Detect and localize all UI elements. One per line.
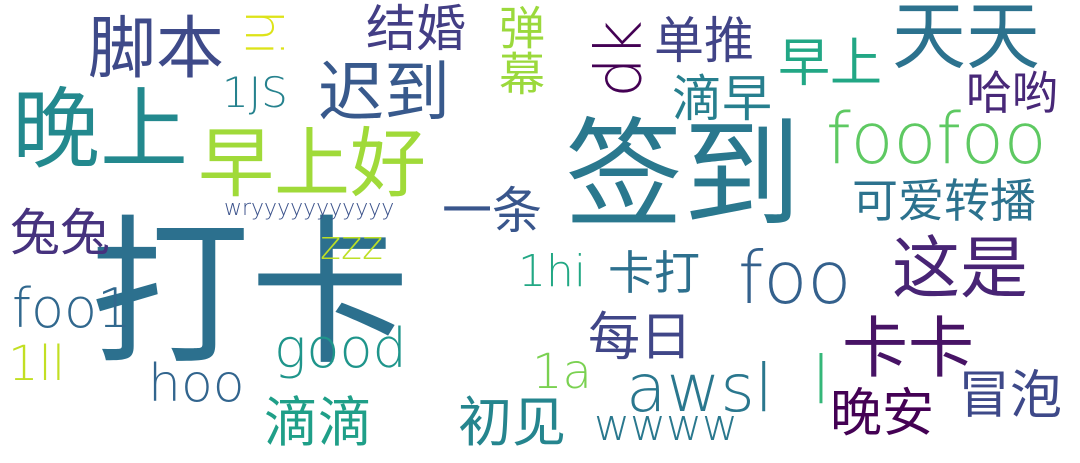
word-1ll: 1ll — [8, 336, 66, 392]
word-hayo: 哈哟 — [966, 66, 1058, 120]
word-yitiao: 一条 — [442, 182, 542, 240]
word-kaka: 卡卡 — [842, 310, 974, 387]
word-daka: 打卡 — [90, 200, 411, 387]
word-1a: 1a — [532, 344, 592, 400]
word-dizao: 滴早 — [672, 70, 772, 128]
word-awsl: awsl — [626, 350, 774, 427]
word-keai-zhuanbo: 可爱转播 — [852, 174, 1036, 228]
word-qiandao: 签到 — [565, 106, 802, 244]
word-foofoo: foofoo — [826, 98, 1047, 180]
word-good: good — [274, 317, 407, 380]
word-hi: hi — [234, 10, 292, 56]
word-1hi: 1hi — [518, 246, 587, 297]
word-tiantian: 天天 — [892, 0, 1040, 80]
word-tutu: 兔兔 — [10, 204, 110, 262]
word-kada: 卡打 — [608, 246, 700, 300]
word-zaoshanghao: 早上好 — [198, 119, 426, 208]
word-foo: foo — [738, 236, 852, 320]
word-jiaoben: 脚本 — [88, 10, 225, 89]
word-didi: 滴滴 — [264, 391, 372, 454]
word-zheshi: 这是 — [892, 230, 1029, 309]
word-1js: 1JS — [222, 68, 288, 117]
word-zaoshang: 早上 — [778, 34, 883, 94]
word-wwww: wwww — [594, 400, 738, 451]
word-meiri: 每日 — [588, 308, 693, 368]
word-dantui: 单推 — [654, 12, 754, 70]
word-maopao: 冒泡 — [958, 366, 1063, 426]
word-chidao: 迟到 — [318, 54, 450, 131]
word-chujian: 初见 — [458, 391, 566, 454]
word-wryyy: wryyyyyyyyyyy — [224, 196, 395, 221]
word-wanan: 晚安 — [830, 384, 935, 444]
word-wanshang: 晚上 — [12, 78, 189, 181]
word-hoo: hoo — [148, 354, 245, 414]
word-danmu: 弹幕 — [492, 4, 546, 96]
word-l: l — [812, 342, 831, 419]
word-zzz: zzz — [320, 223, 383, 269]
word-foo1: foo1 — [12, 277, 132, 340]
word-jiehun: 结婚 — [366, 0, 466, 58]
word-dk: dk — [583, 20, 657, 98]
